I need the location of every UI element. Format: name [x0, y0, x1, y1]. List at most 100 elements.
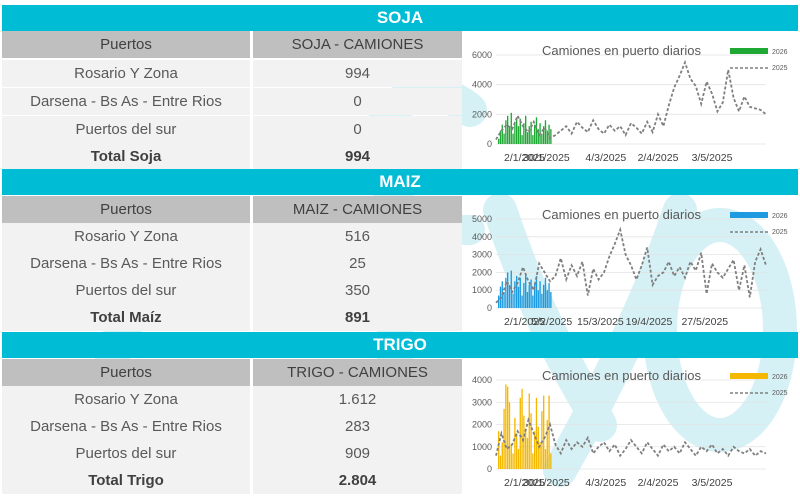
series-line-2025	[495, 417, 767, 458]
x-tick-label: 30/1/2025	[523, 477, 570, 489]
header-camiones: MAIZ - CAMIONES	[253, 196, 462, 223]
y-tick-label: 4000	[472, 80, 492, 90]
x-tick-label: 2/4/2025	[638, 152, 679, 164]
table-total-row: Total Soja 994	[2, 143, 462, 170]
bar	[546, 130, 548, 144]
bar	[501, 124, 503, 144]
bar	[499, 130, 502, 144]
bar	[519, 277, 521, 308]
chart-title: Camiones en puerto diarios	[542, 43, 701, 58]
bar	[523, 283, 525, 308]
bar	[544, 277, 547, 308]
bar	[505, 120, 507, 144]
bar	[510, 444, 512, 469]
row-value: 25	[253, 250, 462, 277]
row-label: Puertos del sur	[2, 116, 250, 143]
y-tick-label: 2000	[472, 420, 492, 430]
x-tick-label: 2/1/2025	[504, 152, 545, 164]
bar	[537, 426, 539, 469]
table-row: Darsena - Bs As - Entre Rios 283	[2, 413, 462, 440]
bar	[550, 129, 552, 144]
bar	[543, 395, 545, 469]
bar	[505, 277, 507, 308]
bar	[507, 386, 509, 469]
x-tick-label: 27/5/2025	[681, 316, 728, 328]
bar	[510, 112, 512, 144]
chart-title: Camiones en puerto diarios	[542, 207, 701, 222]
section-title-trigo: TRIGO	[2, 332, 798, 358]
bar	[521, 135, 523, 144]
series-line-2025	[495, 59, 767, 140]
bar	[516, 117, 518, 144]
x-tick-label: 3/5/2025	[692, 477, 733, 489]
row-value: 350	[253, 277, 462, 304]
y-tick-label: 1000	[472, 442, 492, 452]
bar	[532, 135, 534, 144]
bar	[514, 417, 516, 469]
x-tick-label: 5/2/2025	[531, 316, 572, 328]
series-line-2025	[495, 226, 767, 304]
chart-trigo: 0 1000 2000 3000 4000 2/1/2025 30/1/2025 4/3/20…	[466, 365, 798, 493]
row-label: Rosario Y Zona	[2, 386, 250, 413]
bar	[541, 133, 543, 144]
bar	[534, 283, 536, 308]
bar	[550, 291, 552, 308]
y-tick-label: 0	[487, 303, 492, 313]
bar	[516, 433, 518, 469]
table-header: Puertos TRIGO - CAMIONES	[2, 359, 462, 386]
bar	[543, 284, 545, 308]
row-label: Darsena - Bs As - Entre Rios	[2, 88, 250, 115]
bar	[544, 448, 547, 469]
bar	[521, 295, 523, 308]
bar	[537, 290, 539, 308]
bar	[526, 132, 529, 144]
bar	[498, 138, 500, 144]
total-value: 2.804	[253, 467, 462, 494]
bar	[532, 295, 534, 308]
bar	[503, 291, 505, 308]
x-tick-label: 4/3/2025	[585, 152, 626, 164]
bar	[517, 448, 520, 469]
bar	[507, 272, 509, 308]
bar	[535, 397, 538, 469]
section-title-soja: SOJA	[2, 5, 798, 31]
bar	[525, 274, 527, 308]
legend-label-2026: 2026	[772, 374, 788, 381]
header-puertos: Puertos	[2, 196, 250, 223]
bar	[507, 115, 509, 144]
bar	[534, 431, 536, 469]
table-total-row: Total Maíz 891	[2, 304, 462, 331]
legend-label-2025: 2025	[772, 390, 788, 397]
header-puertos: Puertos	[2, 359, 250, 386]
bar	[528, 393, 530, 469]
chart-maiz: 0 1000 2000 3000 4000 5000 2/1/2025 5/2/2025 15/…	[466, 204, 798, 332]
bar	[516, 275, 518, 308]
bar	[526, 437, 529, 469]
x-tick-label: 2/1/2025	[504, 316, 545, 328]
bar	[525, 428, 527, 469]
header-camiones: TRIGO - CAMIONES	[253, 359, 462, 386]
header-camiones: SOJA - CAMIONES	[253, 31, 462, 58]
table-header: Puertos MAIZ - CAMIONES	[2, 196, 462, 223]
x-tick-label: 2/1/2025	[504, 477, 545, 489]
row-value: 516	[253, 223, 462, 250]
chart-title: Camiones en puerto diarios	[542, 368, 701, 383]
bar	[523, 123, 525, 144]
x-tick-label: 2/4/2025	[638, 477, 679, 489]
bar	[546, 290, 548, 308]
row-label: Rosario Y Zona	[2, 60, 250, 87]
bar	[546, 420, 548, 469]
bar	[530, 413, 532, 469]
bar	[532, 453, 534, 469]
bar	[508, 402, 511, 469]
bar	[499, 455, 502, 469]
bar	[534, 124, 536, 144]
table-row: Puertos del sur 350	[2, 277, 462, 304]
row-value: 1.612	[253, 386, 462, 413]
table-row: Rosario Y Zona 1.612	[2, 386, 462, 413]
legend-swatch-2026	[730, 212, 768, 218]
bar	[548, 395, 550, 469]
bar	[512, 133, 514, 144]
